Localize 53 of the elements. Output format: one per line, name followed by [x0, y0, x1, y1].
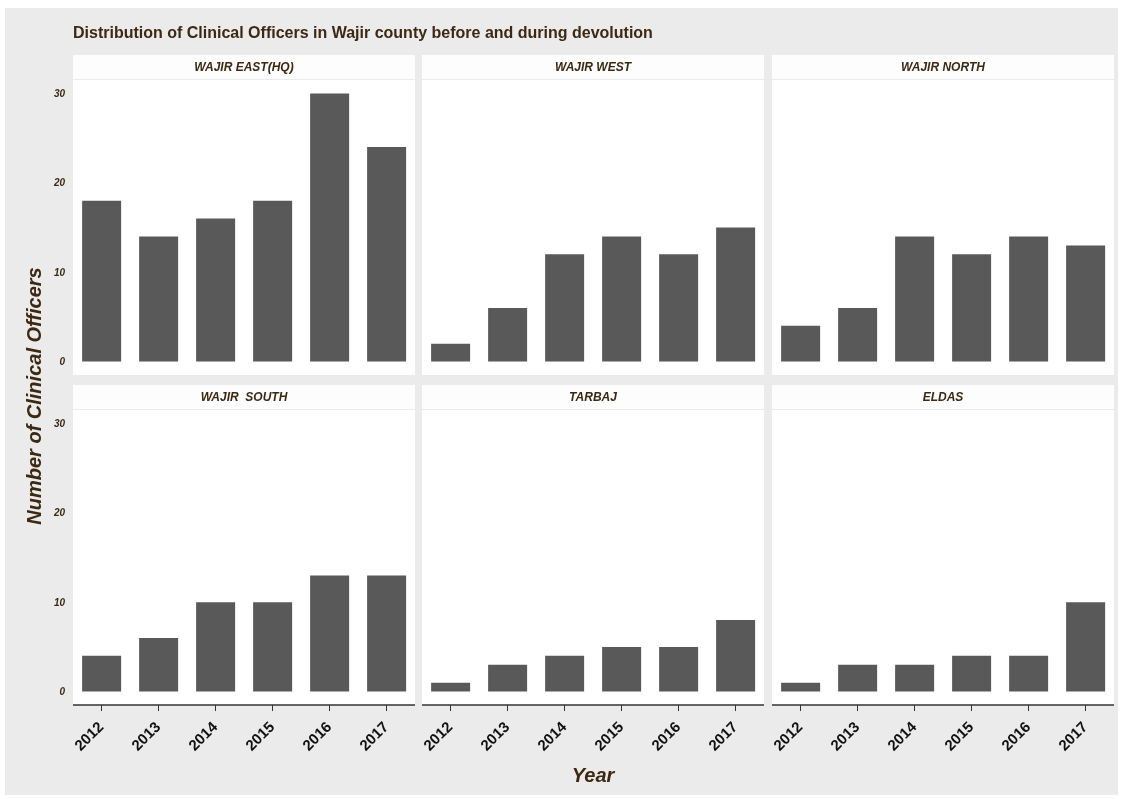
bar [82, 655, 122, 692]
bar [431, 682, 471, 692]
x-axis-title: Year [570, 764, 616, 787]
bar [838, 307, 878, 362]
chart-title: WAJIR WEST [554, 60, 633, 74]
chart-title: WAJIR EAST(HQ) [193, 60, 295, 74]
bar [952, 254, 992, 362]
bar [367, 575, 407, 692]
y-tick-label: 30 [53, 87, 66, 99]
chart-title: ELDAS [921, 390, 965, 404]
bar [139, 236, 179, 362]
bar [82, 200, 122, 362]
bar [488, 307, 528, 362]
bar [895, 664, 935, 692]
bar [1009, 655, 1049, 692]
y-axis-title: Number of Clinical Officers [22, 267, 46, 525]
y-tick-label: 30 [53, 417, 66, 429]
bar [659, 646, 699, 692]
bar [716, 620, 756, 692]
bar [139, 637, 179, 692]
bar [952, 655, 992, 692]
bar [838, 664, 878, 692]
chart-title: WAJIR SOUTH [199, 390, 289, 404]
bar [310, 575, 350, 692]
bar [659, 254, 699, 362]
bar [488, 664, 528, 692]
bar [1066, 245, 1106, 362]
bar [545, 254, 585, 362]
bar [1066, 602, 1106, 692]
bar [602, 646, 642, 692]
y-tick-label: 20 [52, 177, 66, 189]
bar [1009, 236, 1049, 362]
bar [716, 227, 756, 362]
bar [545, 655, 585, 692]
bar [431, 343, 471, 362]
y-tick-label: 20 [52, 507, 66, 519]
y-tick-label: 0 [59, 686, 66, 698]
chart-title: WAJIR NORTH [900, 60, 986, 74]
bar [196, 218, 236, 362]
bar [310, 93, 350, 362]
bar [781, 682, 821, 692]
bar [196, 602, 236, 692]
bar [781, 325, 821, 362]
y-tick-label: 0 [59, 356, 66, 368]
bar [367, 147, 407, 362]
text: Distribution of Clinical Officers in Wajir county before and during devolution [73, 24, 653, 42]
y-tick-label: 10 [53, 596, 66, 608]
bar [253, 200, 293, 362]
bar [602, 236, 642, 362]
y-tick-label: 10 [53, 266, 66, 278]
chart-title: TARBAJ [568, 390, 618, 404]
bar [895, 236, 935, 362]
bar [253, 602, 293, 692]
